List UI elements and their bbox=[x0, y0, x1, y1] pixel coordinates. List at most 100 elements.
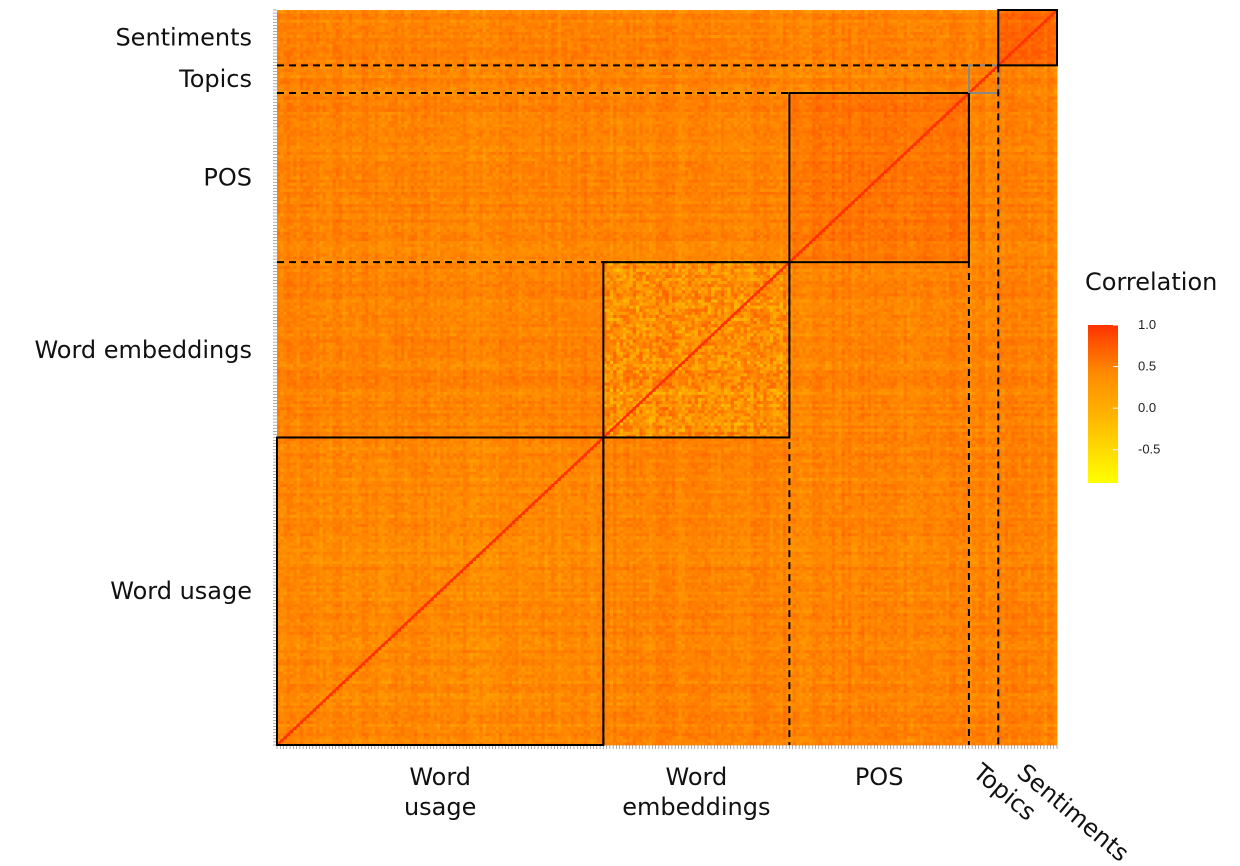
heatmap-cell bbox=[476, 723, 480, 726]
heatmap-cell bbox=[1018, 720, 1022, 723]
heatmap-cell bbox=[492, 739, 496, 742]
heatmap-cell bbox=[489, 723, 493, 726]
heatmap-cell bbox=[440, 723, 444, 726]
heatmap-cell bbox=[773, 717, 777, 720]
heatmap-cell bbox=[956, 736, 960, 739]
heatmap-cell bbox=[767, 727, 771, 730]
heatmap-cell bbox=[1015, 742, 1019, 745]
heatmap-cell bbox=[682, 723, 686, 726]
heatmap-cell bbox=[900, 739, 904, 742]
heatmap-cell bbox=[652, 727, 656, 730]
heatmap-cell bbox=[329, 717, 333, 720]
heatmap-cell bbox=[528, 720, 532, 723]
heatmap-cell bbox=[763, 742, 767, 745]
heatmap-cell bbox=[988, 727, 992, 730]
heatmap-cell bbox=[1037, 736, 1041, 739]
heatmap-cell bbox=[891, 723, 895, 726]
heatmap-cell bbox=[959, 717, 963, 720]
heatmap-cell bbox=[375, 727, 379, 730]
heatmap-cell bbox=[832, 723, 836, 726]
heatmap-cell bbox=[398, 714, 402, 717]
heatmap-cell bbox=[463, 717, 467, 720]
heatmap-cell bbox=[528, 736, 532, 739]
heatmap-cell bbox=[920, 730, 924, 733]
heatmap-cell bbox=[669, 742, 673, 745]
heatmap-cell bbox=[486, 720, 490, 723]
heatmap-cell bbox=[430, 714, 434, 717]
heatmap-cell bbox=[548, 714, 552, 717]
heatmap-cell bbox=[597, 733, 601, 736]
heatmap-cell bbox=[385, 739, 389, 742]
heatmap-cell bbox=[861, 736, 865, 739]
heatmap-cell bbox=[453, 739, 457, 742]
heatmap-cell bbox=[447, 733, 451, 736]
heatmap-cell bbox=[822, 723, 826, 726]
heatmap-cell bbox=[698, 736, 702, 739]
heatmap-cell bbox=[884, 733, 888, 736]
heatmap-cell bbox=[649, 739, 653, 742]
heatmap-cell bbox=[894, 736, 898, 739]
heatmap-cell bbox=[1008, 739, 1012, 742]
heatmap-cell bbox=[1037, 742, 1041, 745]
heatmap-cell bbox=[747, 717, 751, 720]
heatmap-cell bbox=[649, 730, 653, 733]
heatmap-cell bbox=[685, 730, 689, 733]
heatmap-cell bbox=[541, 727, 545, 730]
heatmap-cell bbox=[809, 730, 813, 733]
heatmap-cell bbox=[678, 742, 682, 745]
heatmap-cell bbox=[567, 730, 571, 733]
heatmap-cell bbox=[505, 723, 509, 726]
heatmap-cell bbox=[326, 739, 330, 742]
heatmap-cell bbox=[577, 736, 581, 739]
heatmap-cell bbox=[545, 739, 549, 742]
heatmap-cell bbox=[714, 727, 718, 730]
heatmap-cell bbox=[959, 730, 963, 733]
heatmap-cell bbox=[1031, 720, 1035, 723]
heatmap-cell bbox=[287, 739, 291, 742]
heatmap-cell bbox=[832, 736, 836, 739]
heatmap-cell bbox=[339, 723, 343, 726]
heatmap-cell bbox=[884, 727, 888, 730]
heatmap-cell bbox=[776, 742, 780, 745]
heatmap-cell bbox=[698, 733, 702, 736]
heatmap-cell bbox=[838, 730, 842, 733]
heatmap-cell bbox=[525, 714, 529, 717]
heatmap-cell bbox=[564, 723, 568, 726]
heatmap-cell bbox=[933, 723, 937, 726]
heatmap-cell bbox=[838, 733, 842, 736]
heatmap-cell bbox=[1015, 723, 1019, 726]
heatmap-cell bbox=[607, 739, 611, 742]
heatmap-cell bbox=[1054, 727, 1058, 730]
heatmap-cell bbox=[662, 730, 666, 733]
heatmap-cell bbox=[1054, 730, 1058, 733]
heatmap-cell bbox=[561, 717, 565, 720]
heatmap-cell bbox=[597, 727, 601, 730]
heatmap-cell bbox=[443, 727, 447, 730]
heatmap-cell bbox=[1021, 730, 1025, 733]
heatmap-cell bbox=[1008, 733, 1012, 736]
heatmap-cell bbox=[620, 739, 624, 742]
heatmap-cell bbox=[329, 739, 333, 742]
heatmap-cell bbox=[460, 727, 464, 730]
heatmap-cell bbox=[767, 733, 771, 736]
heatmap-cell bbox=[548, 727, 552, 730]
heatmap-cell bbox=[284, 723, 288, 726]
heatmap-cell bbox=[535, 736, 539, 739]
heatmap-cell bbox=[943, 742, 947, 745]
heatmap-cell bbox=[457, 717, 461, 720]
heatmap-cell bbox=[437, 739, 441, 742]
heatmap-cell bbox=[408, 739, 412, 742]
heatmap-cell bbox=[545, 717, 549, 720]
heatmap-cell bbox=[620, 717, 624, 720]
heatmap-cell bbox=[515, 717, 519, 720]
heatmap-cell bbox=[316, 717, 320, 720]
heatmap-cell bbox=[701, 733, 705, 736]
heatmap-cell bbox=[616, 727, 620, 730]
heatmap-cell bbox=[913, 730, 917, 733]
heatmap-cell bbox=[1047, 730, 1051, 733]
heatmap-cell bbox=[861, 733, 865, 736]
heatmap-cell bbox=[685, 739, 689, 742]
heatmap-cell bbox=[678, 736, 682, 739]
heatmap-cell bbox=[554, 714, 558, 717]
heatmap-cell bbox=[342, 730, 346, 733]
